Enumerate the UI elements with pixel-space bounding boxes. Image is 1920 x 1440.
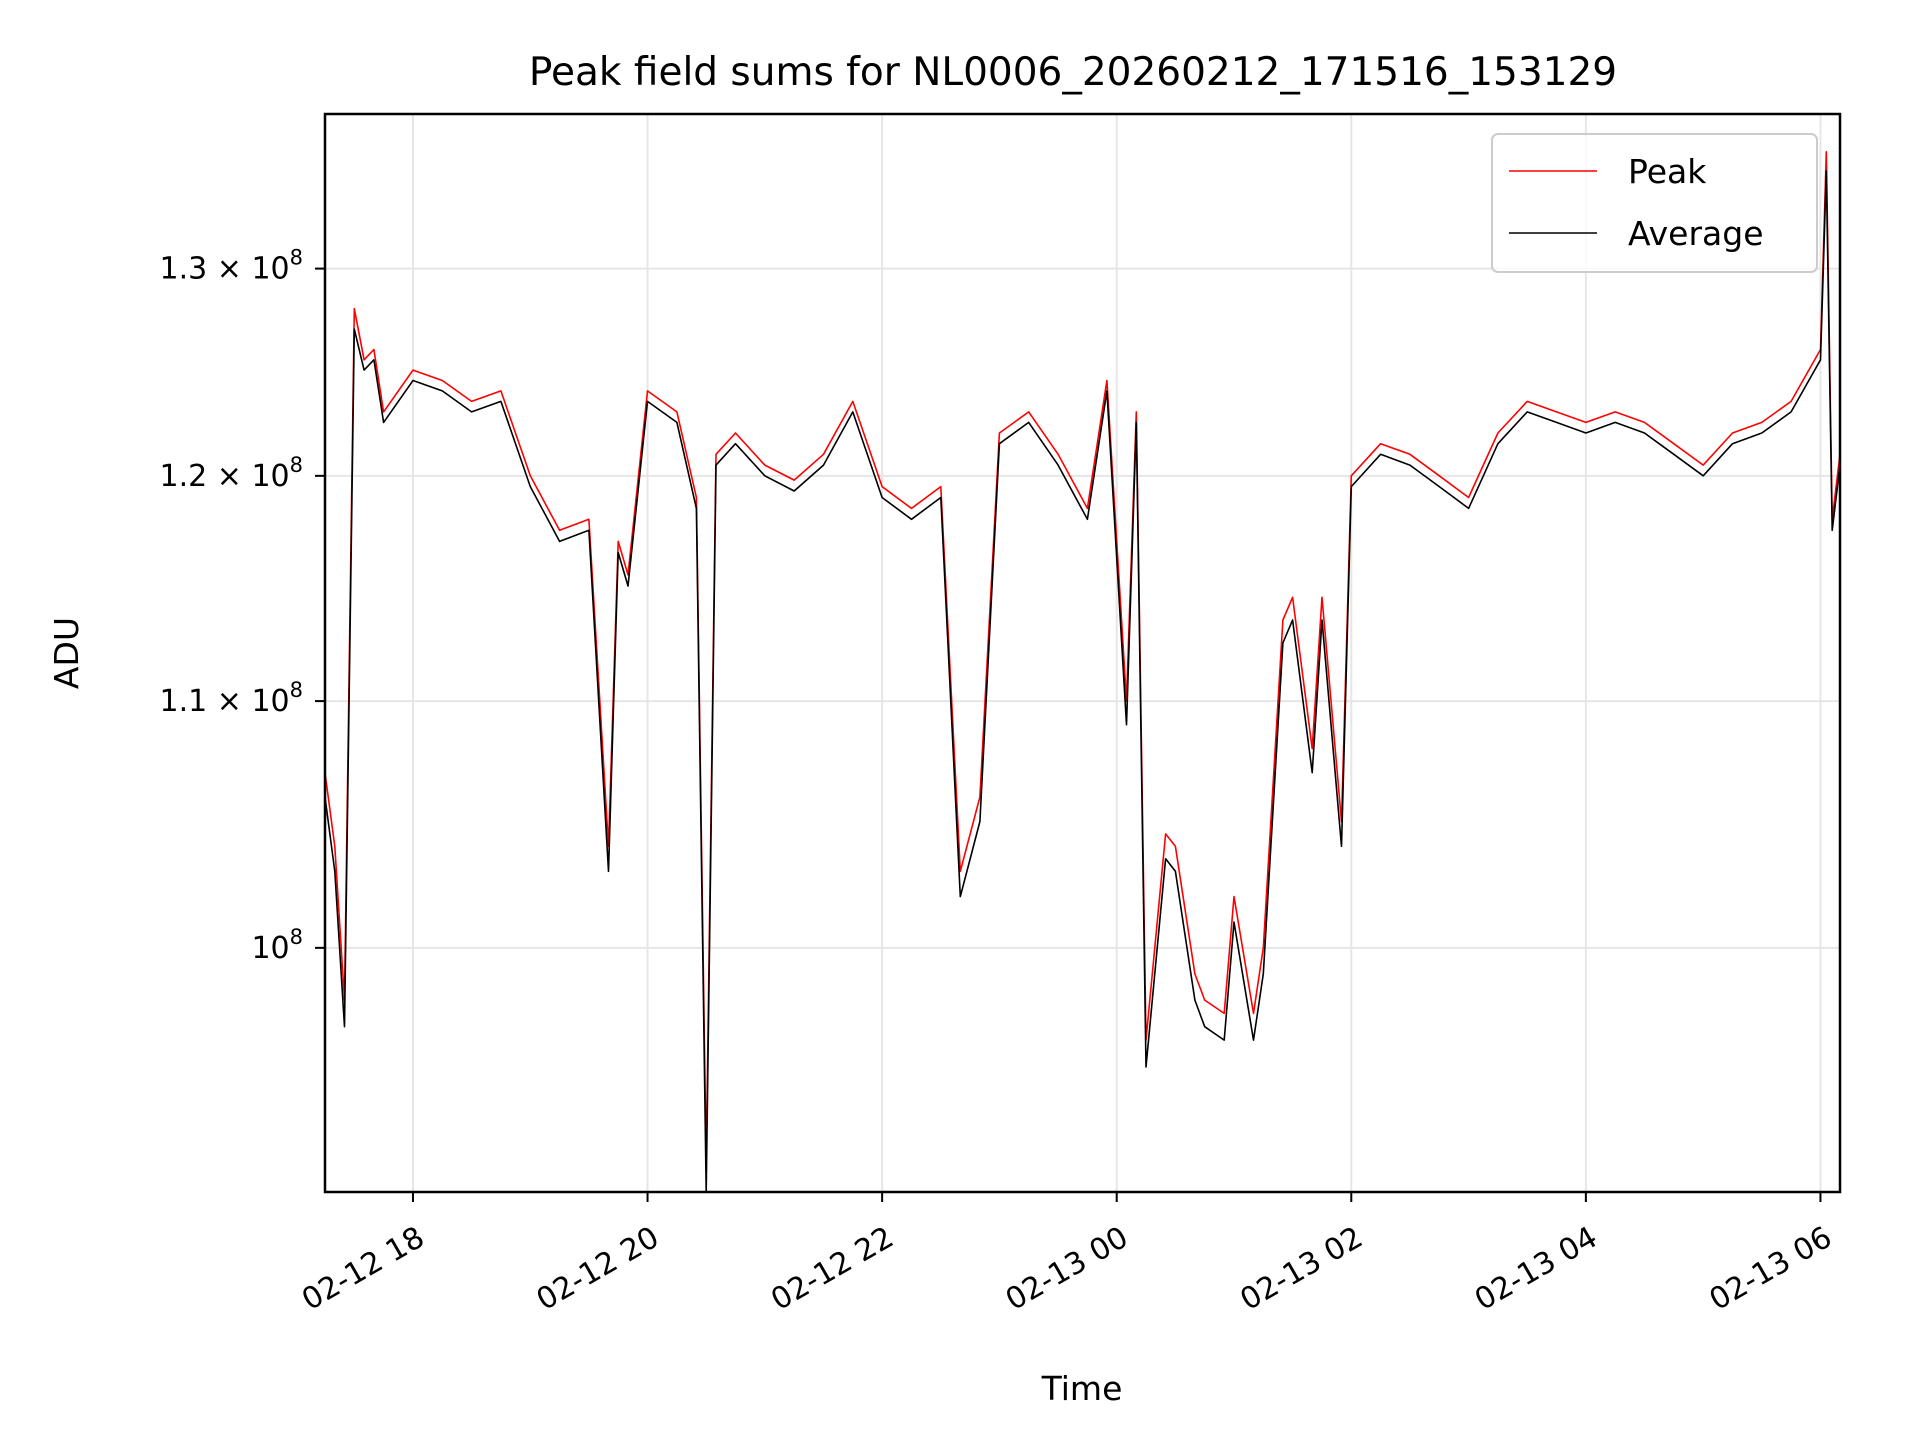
legend: Peak Average xyxy=(1491,133,1818,273)
x-tick-label: 02-13 04 xyxy=(1469,1220,1603,1318)
x-tick-label: 02-12 18 xyxy=(296,1220,430,1318)
y-tick-label: 1.1 × 108 xyxy=(160,678,303,719)
y-tick-label: 108 xyxy=(251,925,303,966)
plot-lines xyxy=(324,151,1841,1193)
legend-box xyxy=(1491,133,1818,273)
x-tick-label: 02-12 22 xyxy=(765,1220,899,1318)
legend-label-peak: Peak xyxy=(1628,152,1707,191)
y-tick-label: 1.3 × 108 xyxy=(160,246,303,287)
y-axis-ticks: 108 1.1 × 108 1.2 × 108 1.3 × 108 xyxy=(160,246,325,966)
x-tick-label: 02-13 00 xyxy=(1000,1220,1134,1318)
x-axis-ticks: 02-12 18 02-12 20 02-12 22 02-13 00 02-13 02… xyxy=(296,1192,1838,1318)
y-axis-label: ADU xyxy=(47,617,86,689)
chart-title: Peak field sums for NL0006_20260212_1715… xyxy=(529,50,1617,95)
legend-label-average: Average xyxy=(1628,214,1764,253)
x-tick-label: 02-13 02 xyxy=(1234,1220,1368,1318)
x-tick-label: 02-12 20 xyxy=(531,1220,665,1318)
plot-frame xyxy=(323,112,1842,1194)
y-tick-label: 1.2 × 108 xyxy=(160,453,303,494)
series-line-peak xyxy=(324,151,1841,1165)
series-line-average xyxy=(324,170,1841,1193)
x-tick-label: 02-13 06 xyxy=(1704,1220,1838,1318)
grid xyxy=(325,114,1840,1192)
x-axis-label: Time xyxy=(1041,1369,1123,1408)
